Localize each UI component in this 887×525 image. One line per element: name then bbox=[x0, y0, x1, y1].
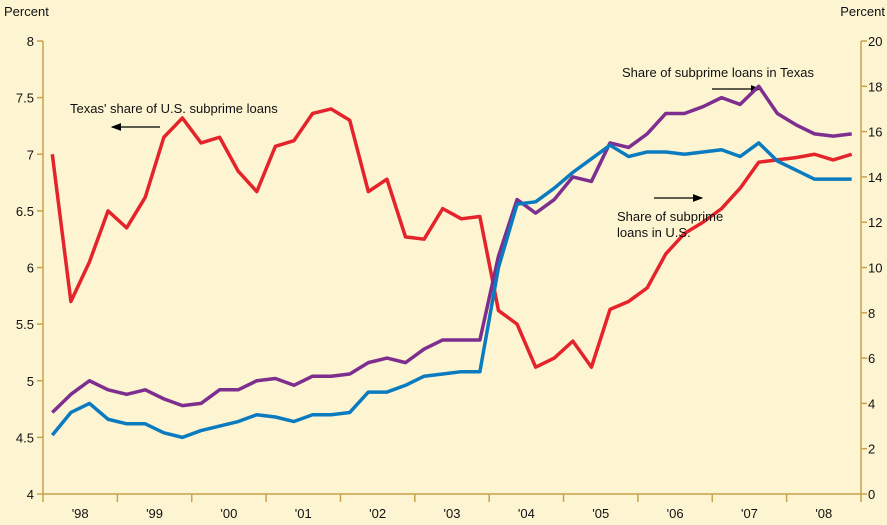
x-tick-label: '99 bbox=[146, 506, 163, 521]
y-tick-label: 5 bbox=[27, 374, 34, 389]
x-tick-label: '06 bbox=[667, 506, 684, 521]
y2-tick-label: 16 bbox=[868, 125, 882, 140]
y2-tick-label: 14 bbox=[868, 170, 882, 185]
y2-tick-label: 0 bbox=[868, 487, 875, 502]
y-tick-label: 4.5 bbox=[16, 430, 34, 445]
annotation: loans in U.S. bbox=[617, 225, 691, 240]
x-tick-label: '05 bbox=[592, 506, 609, 521]
x-tick-label: '04 bbox=[518, 506, 535, 521]
annotation: Share of subprime bbox=[617, 209, 723, 224]
y2-tick-label: 6 bbox=[868, 351, 875, 366]
y-tick-label: 6.5 bbox=[16, 204, 34, 219]
y-tick-label: 7 bbox=[27, 147, 34, 162]
y2-tick-label: 4 bbox=[868, 396, 875, 411]
annotation: Texas' share of U.S. subprime loans bbox=[70, 101, 278, 116]
x-tick-label: '00 bbox=[220, 506, 237, 521]
series-line bbox=[50, 141, 852, 440]
y2-tick-label: 8 bbox=[868, 306, 875, 321]
y-axis-title: Percent bbox=[4, 4, 49, 19]
y-tick-label: 4 bbox=[27, 487, 34, 502]
x-tick-label: '08 bbox=[815, 506, 832, 521]
y-tick-label: 7.5 bbox=[16, 91, 34, 106]
y2-tick-label: 12 bbox=[868, 215, 882, 230]
x-tick-label: '03 bbox=[444, 506, 461, 521]
y2-tick-label: 20 bbox=[868, 34, 882, 49]
x-tick-label: '02 bbox=[369, 506, 386, 521]
y-tick-label: 5.5 bbox=[16, 317, 34, 332]
y-tick-label: 8 bbox=[27, 34, 34, 49]
series-line bbox=[51, 84, 852, 414]
y2-tick-label: 18 bbox=[868, 79, 882, 94]
annotation: Share of subprime loans in Texas bbox=[622, 65, 814, 80]
x-tick-label: '98 bbox=[72, 506, 89, 521]
y2-axis-title: Percent bbox=[840, 4, 885, 19]
y-tick-label: 6 bbox=[27, 261, 34, 276]
x-tick-label: '07 bbox=[741, 506, 758, 521]
series-line bbox=[50, 107, 853, 369]
x-tick-label: '01 bbox=[295, 506, 312, 521]
y2-tick-label: 10 bbox=[868, 261, 882, 276]
y2-tick-label: 2 bbox=[868, 442, 875, 457]
